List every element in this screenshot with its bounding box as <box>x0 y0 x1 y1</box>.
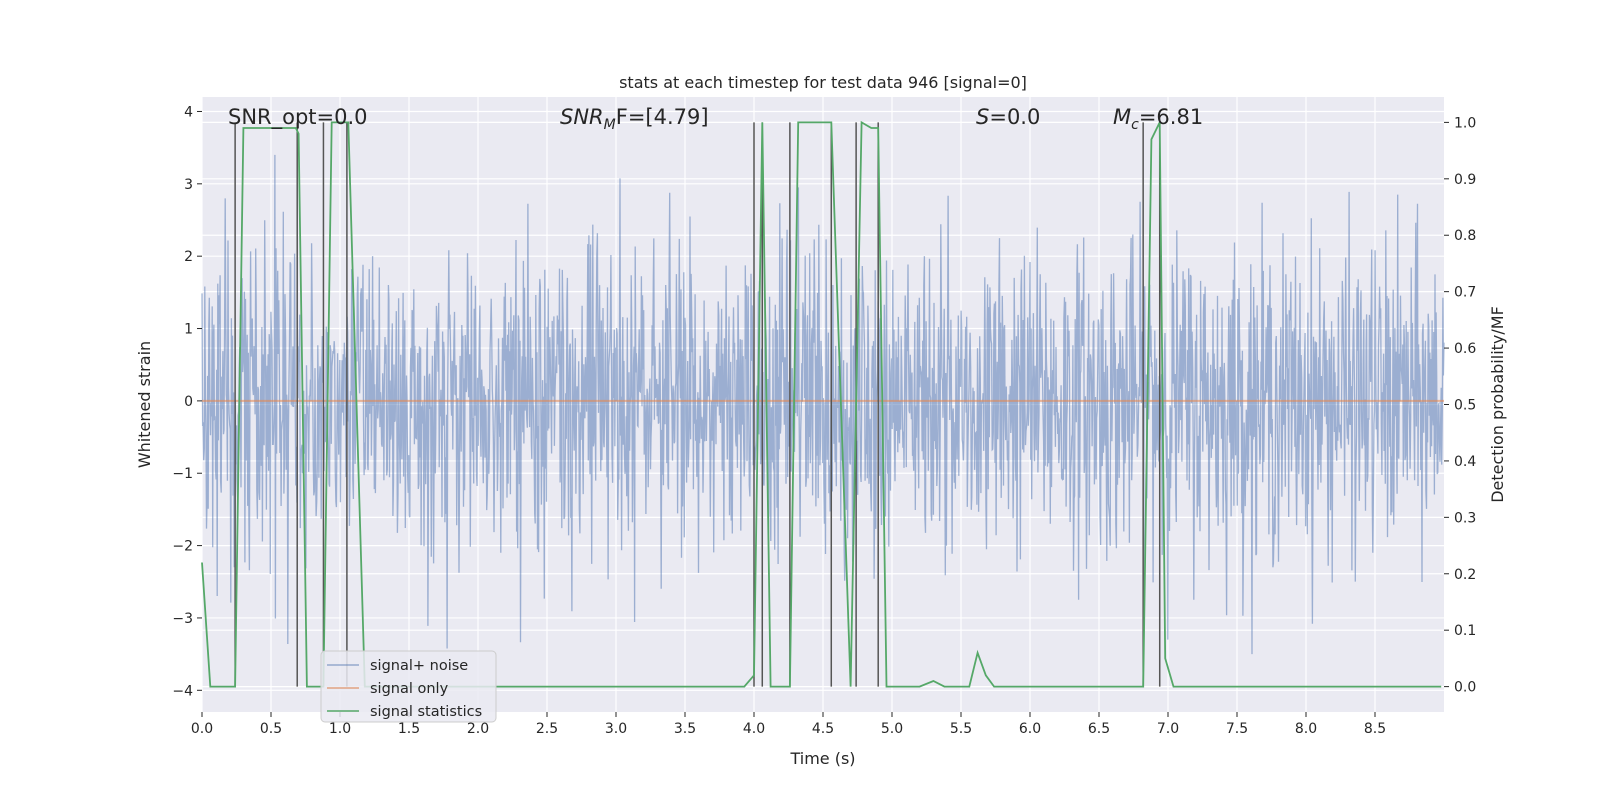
y-right-tick-label-9: 0.1 <box>1454 623 1476 639</box>
y-left-tick-label-4: 0 <box>184 394 193 410</box>
x-tick-label-15: 7.5 <box>1226 721 1248 737</box>
x-tick-label-12: 6.0 <box>1019 721 1041 737</box>
y-right-tick-label-6: 0.4 <box>1454 454 1476 470</box>
x-tick-label-14: 7.0 <box>1157 721 1179 737</box>
series-signal-statistics <box>201 120 1442 688</box>
x-tick-label-3: 1.5 <box>398 721 420 737</box>
y-left-axis-label: Whitened strain <box>135 341 154 468</box>
legend-box <box>320 650 497 723</box>
x-tick-label-1: 0.5 <box>260 721 282 737</box>
annotation-mc-subscript: c <box>1131 117 1139 133</box>
x-tick-label-17: 8.5 <box>1364 721 1386 737</box>
series-signal-plus-noise <box>201 154 1445 655</box>
x-tick-label-10: 5.0 <box>881 721 903 737</box>
y-left-tick-label-5: −1 <box>172 466 193 482</box>
y-right-tick-label-8: 0.2 <box>1454 567 1476 583</box>
legend: signal+ noise signal only signal statist… <box>320 650 497 723</box>
y-right-tick-label-4: 0.6 <box>1454 341 1476 357</box>
x-tick-label-6: 3.0 <box>605 721 627 737</box>
x-tick-label-5: 2.5 <box>536 721 558 737</box>
y-right-tick-label-0: 1.0 <box>1454 115 1476 131</box>
y-left-tick-label-6: −2 <box>172 539 193 555</box>
x-tick-label-11: 5.5 <box>950 721 972 737</box>
annotation-snr-mf: SNRMF=[4.79] <box>560 105 709 133</box>
annotation-snr-mf-subscript: M <box>604 117 616 133</box>
x-tick-label-9: 4.5 <box>812 721 834 737</box>
annotation-s: S=0.0 <box>976 105 1040 129</box>
y-left-tick-label-3: 1 <box>184 322 193 338</box>
annotation-snr-opt: SNR_opt=0.0 <box>228 105 368 130</box>
annotation-s-value: =0.0 <box>989 105 1040 129</box>
legend-label-signal-plus-noise: signal+ noise <box>370 658 468 674</box>
y-left-tick-label-2: 2 <box>184 249 193 265</box>
chart-title: stats at each timestep for test data 946… <box>619 73 1027 92</box>
x-axis-ticks: 0.0 0.5 1.0 1.5 2.0 2.5 3.0 3.5 4.0 4.5 5.0 5.5 6.0 6… <box>191 712 1386 737</box>
annotation-mc-value: =6.81 <box>1139 105 1203 129</box>
annotation-mc: Mc=6.81 <box>1113 105 1203 133</box>
x-tick-label-13: 6.5 <box>1088 721 1110 737</box>
y-right-axis-label: Detection probability/MF <box>1488 306 1507 503</box>
y-left-tick-label-7: −3 <box>172 611 193 627</box>
y-right-tick-label-10: 0.0 <box>1454 680 1476 696</box>
signal-plus-noise-trace <box>201 154 1445 655</box>
x-tick-label-0: 0.0 <box>191 721 213 737</box>
annotation-s-symbol: S <box>976 105 989 129</box>
y-left-tick-label-0: 4 <box>184 104 193 120</box>
y-right-tick-label-5: 0.5 <box>1454 398 1476 414</box>
annotation-mc-symbol: M <box>1113 105 1131 129</box>
y-right-tick-label-2: 0.8 <box>1454 228 1476 244</box>
y-left-tick-label-1: 3 <box>184 177 193 193</box>
x-tick-label-7: 3.5 <box>674 721 696 737</box>
annotation-snr-mf-value: F=[4.79] <box>616 105 709 129</box>
x-tick-label-2: 1.0 <box>329 721 351 737</box>
y-left-tick-label-8: −4 <box>172 683 193 699</box>
x-tick-label-4: 2.0 <box>467 721 489 737</box>
event-markers <box>234 122 1161 687</box>
x-tick-label-8: 4.0 <box>743 721 765 737</box>
x-axis-label: Time (s) <box>789 749 855 768</box>
y-left-axis-ticks: 4 3 2 1 0 −1 −2 −3 −4 <box>172 104 202 699</box>
legend-label-signal-only: signal only <box>370 681 449 697</box>
y-right-axis-ticks: 1.0 0.9 0.8 0.7 0.6 0.5 0.4 0.3 0.2 0.1 0.0 <box>1444 115 1476 696</box>
annotation-snr-mf-symbol: SNR <box>560 105 604 129</box>
y-right-tick-label-7: 0.3 <box>1454 510 1476 526</box>
y-right-tick-label-1: 0.9 <box>1454 172 1476 188</box>
x-tick-label-16: 8.0 <box>1295 721 1317 737</box>
legend-label-signal-statistics: signal statistics <box>370 704 482 720</box>
y-right-tick-label-3: 0.7 <box>1454 285 1476 301</box>
